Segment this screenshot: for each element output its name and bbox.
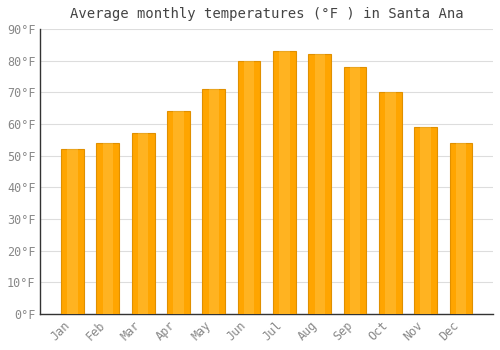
Bar	[102, 143, 113, 314]
Bar	[67, 149, 78, 314]
Bar	[379, 92, 402, 314]
Bar	[96, 143, 119, 314]
Bar	[173, 111, 184, 314]
Bar	[456, 143, 466, 314]
Bar	[244, 61, 254, 314]
Bar	[314, 54, 325, 314]
Title: Average monthly temperatures (°F ) in Santa Ana: Average monthly temperatures (°F ) in Sa…	[70, 7, 464, 21]
Bar	[450, 143, 472, 314]
Bar	[350, 67, 360, 314]
Bar	[132, 133, 154, 314]
Bar	[238, 61, 260, 314]
Bar	[420, 127, 431, 314]
Bar	[208, 89, 219, 314]
Bar	[202, 89, 225, 314]
Bar	[414, 127, 437, 314]
Bar	[167, 111, 190, 314]
Bar	[279, 51, 289, 314]
Bar	[344, 67, 366, 314]
Bar	[308, 54, 331, 314]
Bar	[61, 149, 84, 314]
Bar	[385, 92, 396, 314]
Bar	[273, 51, 296, 314]
Bar	[138, 133, 148, 314]
